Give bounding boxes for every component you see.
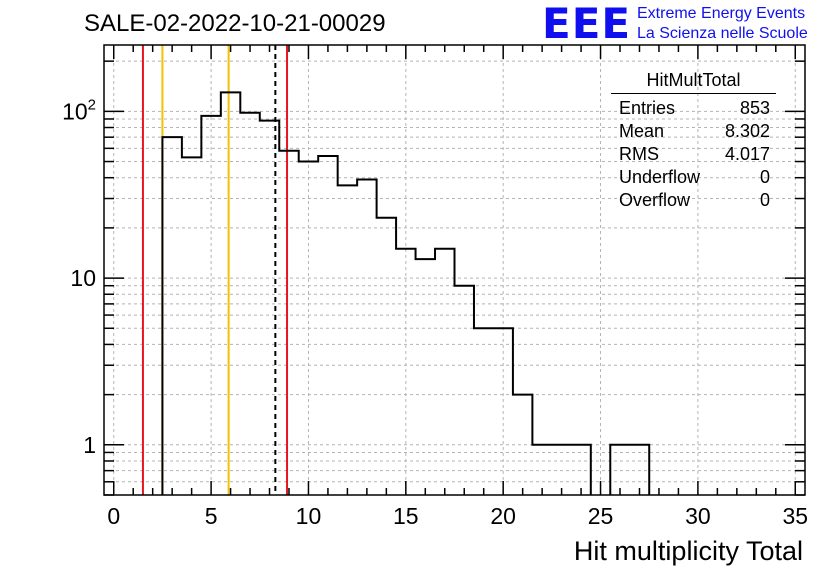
logo-caption-line-2: La Scienza nelle Scuole [637,25,808,42]
y-tick-label-base: 10 [62,98,88,124]
chart-title: SALE-02-2022-10-21-00029 [84,10,386,37]
x-tick-label: 35 [782,503,808,529]
plot-frame [103,44,806,496]
stats-row-underflow: Underflow 0 [611,166,776,189]
y-tick-label-exponent: 2 [88,96,96,113]
x-tick-label: 0 [107,503,120,529]
stats-label: Entries [619,98,676,118]
x-axis-ticks: 0 5 10 15 20 25 30 35 [107,45,808,529]
x-tick-label: 20 [490,503,516,529]
stats-label: Overflow [619,190,691,210]
y-tick-label: 10 [70,265,96,291]
stats-row-entries: Entries 853 [611,97,776,120]
x-axis-label: Hit multiplicity Total [574,536,803,566]
stats-row-overflow: Overflow 0 [611,189,776,212]
histogram-series [161,91,651,495]
stats-box: HitMultTotal Entries 853 Mean 8.302 RMS 4.017… [611,70,776,212]
x-tick-label: 25 [588,503,614,529]
stats-row-mean: Mean 8.302 [611,120,776,143]
stats-box-title: HitMultTotal [611,70,776,94]
reference-lines [141,45,289,495]
stats-label: RMS [619,144,659,164]
y-tick-label: 102 [62,96,96,124]
stats-value: 0 [759,167,770,187]
stats-value: 0 [759,190,770,210]
eee-logo: EEE [542,0,632,48]
x-tick-label: 30 [685,503,711,529]
stats-row-rms: RMS 4.017 [611,143,776,166]
stats-label: Underflow [619,167,701,187]
x-tick-label: 10 [296,503,322,529]
x-tick-label: 5 [205,503,218,529]
stats-value: 4.017 [724,144,770,164]
grid-lines [104,45,805,496]
y-tick-label: 1 [83,432,96,458]
stats-label: Mean [619,121,665,141]
stats-value: 853 [739,98,770,118]
stats-rows: Entries 853 Mean 8.302 RMS 4.017 Underflow 0 Ove… [611,97,776,212]
x-tick-label: 15 [393,503,419,529]
logo-caption-line-1: Extreme Energy Events [637,5,806,22]
stats-value: 8.302 [724,121,770,141]
